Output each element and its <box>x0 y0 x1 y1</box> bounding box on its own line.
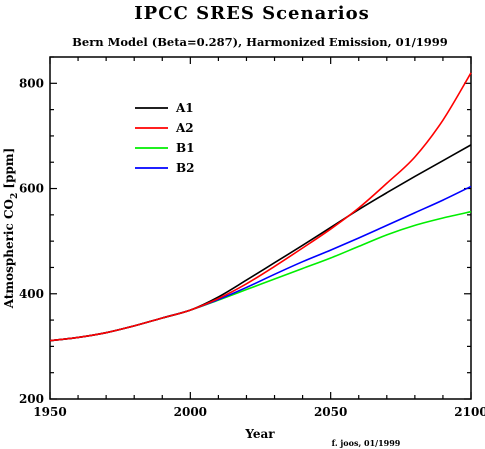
y-tick-label: 600 <box>19 182 44 196</box>
legend-label-a1: A1 <box>175 101 194 115</box>
y-axis-label: Atmospheric CO2 [ppm] <box>2 148 20 310</box>
x-tick-label: 2050 <box>314 405 347 419</box>
series-line-b2 <box>49 185 472 342</box>
legend: A1 A2 B1 B2 <box>135 101 195 175</box>
legend-label-a2: A2 <box>175 121 194 135</box>
legend-label-b1: B1 <box>176 141 195 155</box>
legend-label-b2: B2 <box>176 161 195 175</box>
axis-ticks <box>49 56 472 400</box>
series-line-a2 <box>49 72 472 342</box>
series-lines <box>49 72 472 342</box>
x-axis-label: Year <box>244 427 275 441</box>
chart-title: IPCC SRES Scenarios <box>134 3 369 24</box>
y-tick-label: 800 <box>19 76 44 90</box>
tick-labels: 1950 2000 2050 2100 200 400 600 800 <box>19 76 485 419</box>
y-axis-label-main: Atmospheric CO <box>2 199 16 309</box>
y-tick-label: 400 <box>19 287 44 301</box>
y-axis-label-unit: [ppm] <box>2 148 16 193</box>
x-tick-label: 1950 <box>33 405 66 419</box>
y-tick-label: 200 <box>19 392 44 406</box>
x-tick-label: 2100 <box>454 405 485 419</box>
plot-frame <box>49 56 472 400</box>
series-line-a1 <box>49 144 472 342</box>
x-tick-label: 2000 <box>174 405 207 419</box>
y-axis-label-subscript: 2 <box>10 193 20 199</box>
author-credit: f. joos, 01/1999 <box>332 438 401 448</box>
chart-subtitle: Bern Model (Beta=0.287), Harmonized Emis… <box>72 35 448 49</box>
